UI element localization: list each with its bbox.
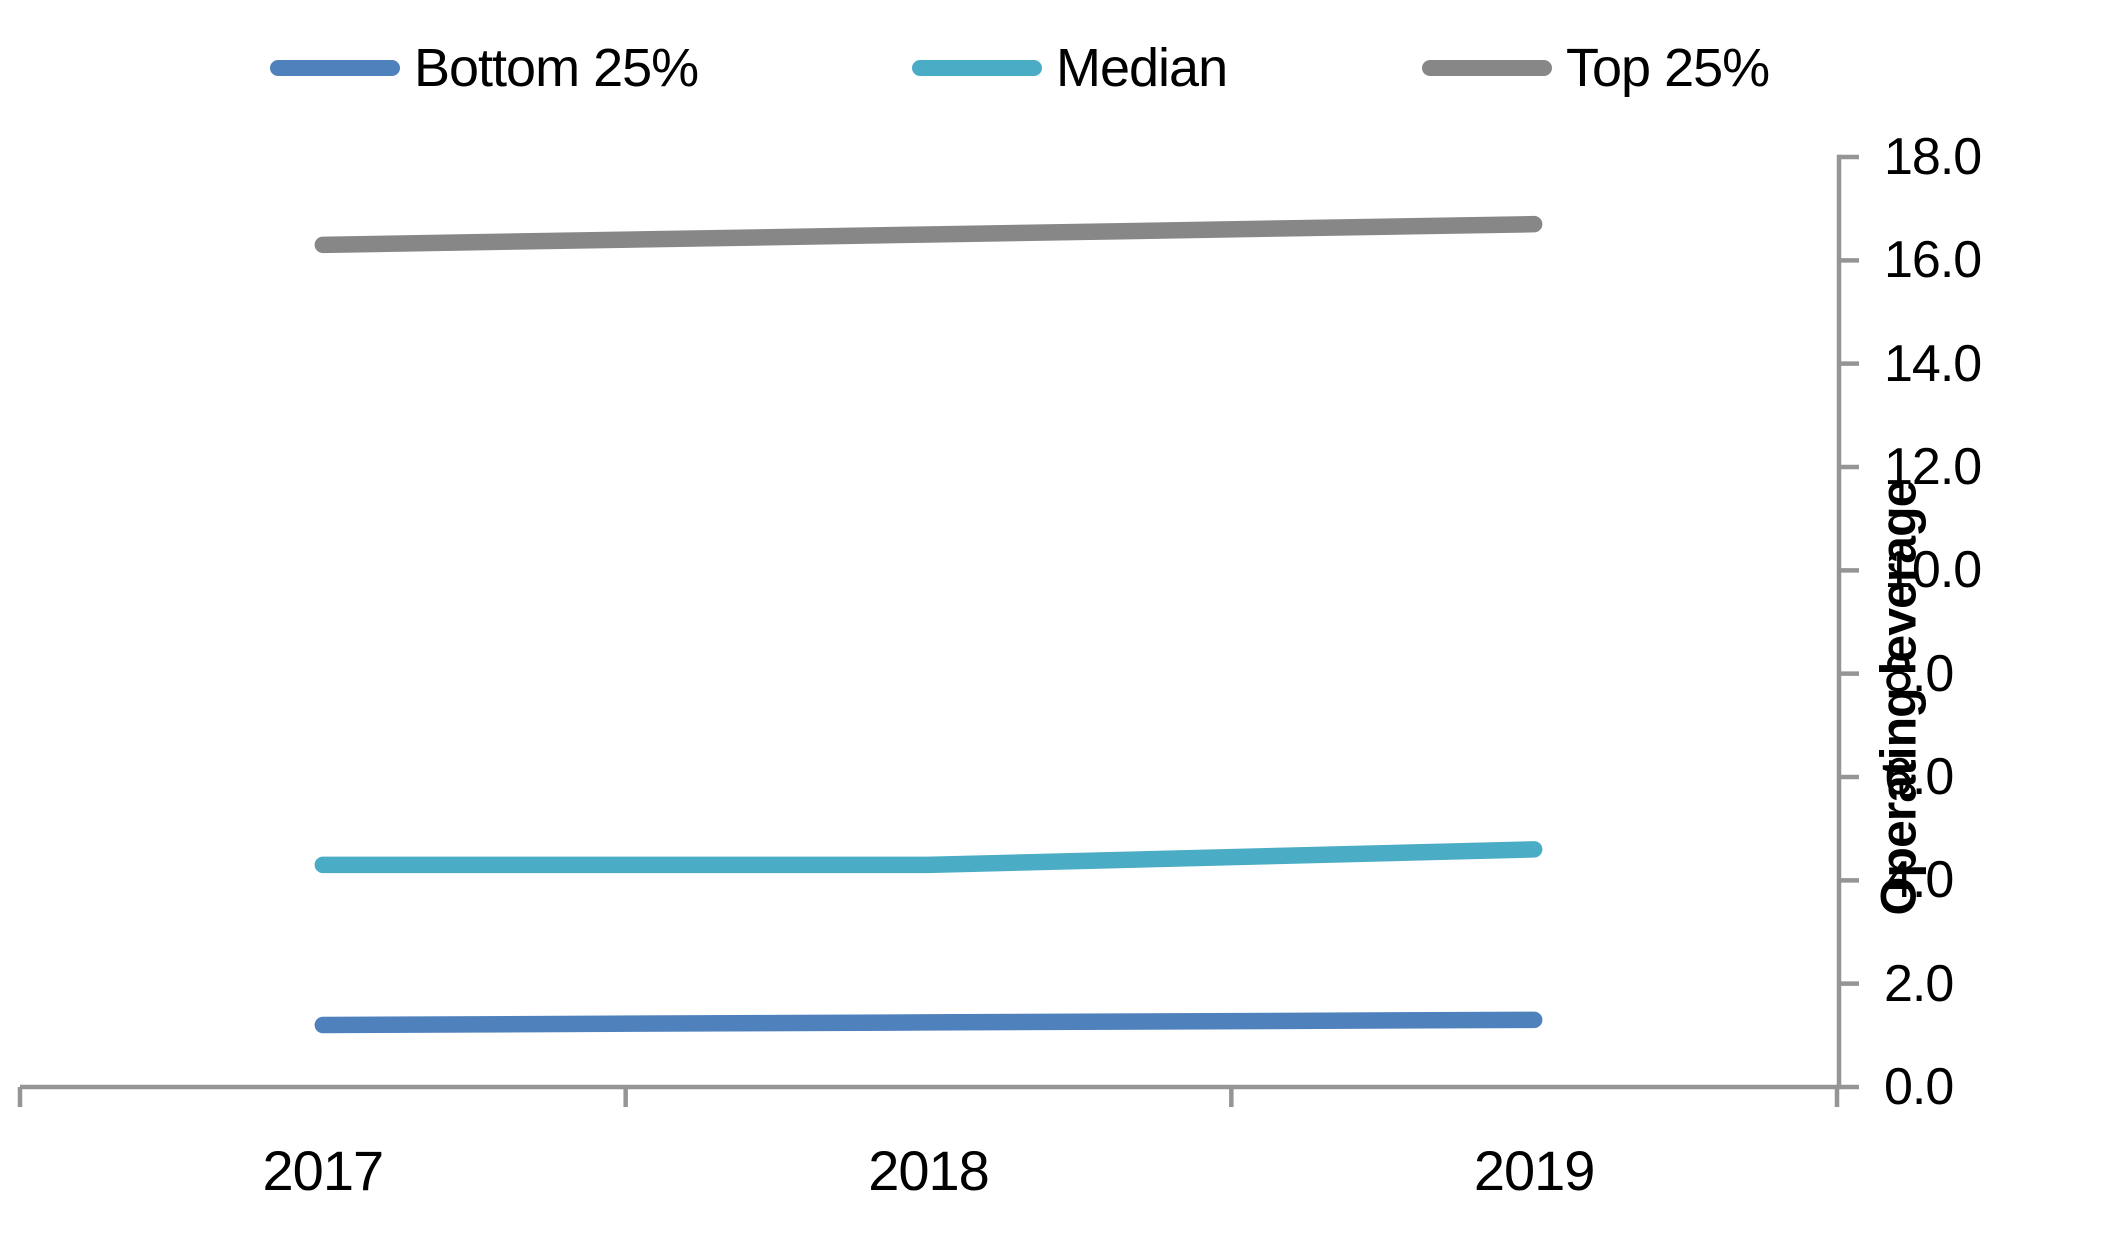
x-axis-tick-label: 2018: [868, 1139, 990, 1202]
legend-label: Bottom 25%: [414, 38, 699, 98]
x-axis-tick-label: 2017: [262, 1139, 385, 1202]
legend-swatch-median: [912, 60, 1042, 76]
legend-item-top-25: Top 25%: [1422, 38, 1770, 98]
legend-label: Median: [1056, 38, 1228, 98]
legend-label: Top 25%: [1566, 38, 1770, 98]
y-axis-tick-label: 6.0: [1884, 748, 1954, 806]
series-line-median: [314, 841, 1543, 874]
y-axis-tick-label: 18.0: [1884, 128, 1982, 186]
y-axis-tick-label: 14.0: [1884, 334, 1982, 393]
legend-item-median: Median: [912, 38, 1228, 98]
legend-swatch-top-25: [1422, 60, 1552, 76]
y-axis-tick-label: 4.0: [1884, 851, 1954, 910]
legend-item-bottom-25: Bottom 25%: [270, 38, 699, 98]
y-axis-tick-label: 0.0: [1884, 1058, 1954, 1116]
series-line-bottom-25-: [314, 1011, 1543, 1034]
series-line-top-25-: [314, 215, 1543, 254]
y-axis-tick-label: 10.0: [1884, 541, 1982, 600]
y-axis-tick-label: 12.0: [1884, 438, 1982, 496]
y-axis-tick-label: 8.0: [1884, 644, 1954, 703]
x-axis-tick-label: 2019: [1473, 1139, 1596, 1202]
y-axis-tick-label: 2.0: [1884, 954, 1954, 1013]
legend-swatch-bottom-25: [270, 60, 400, 76]
y-axis-tick-label: 16.0: [1884, 231, 1982, 290]
